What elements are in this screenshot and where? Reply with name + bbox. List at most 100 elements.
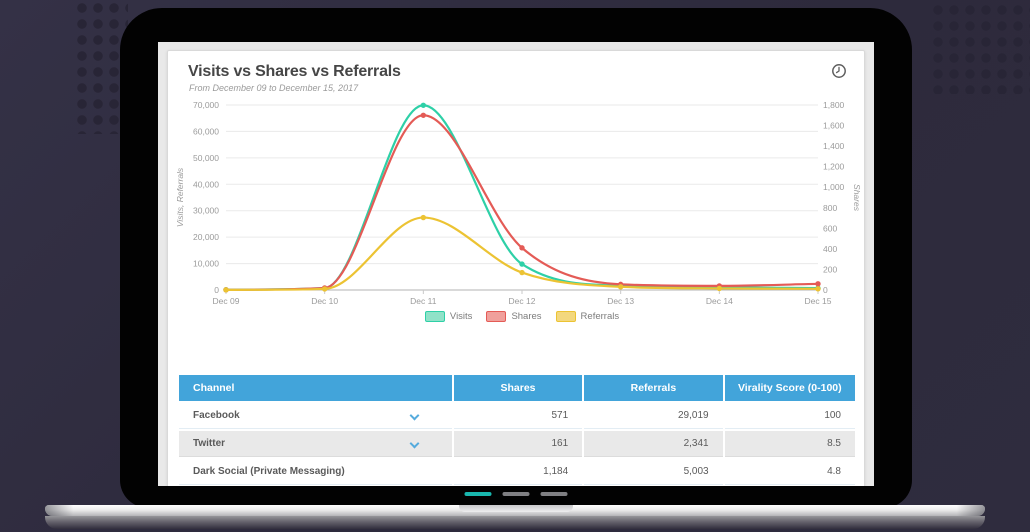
referrals-cell: 29,019	[584, 403, 723, 429]
legend-item-shares[interactable]: Shares	[486, 310, 542, 322]
data-point-referrals	[815, 286, 821, 292]
chart-title: Visits vs Shares vs Referrals	[188, 63, 401, 80]
dot-pattern-top-left	[74, 0, 128, 134]
left-axis-tick: 30,000	[193, 206, 219, 216]
data-point-shares	[321, 285, 328, 291]
right-axis-tick: 600	[823, 223, 837, 233]
data-point-referrals	[321, 286, 328, 292]
right-axis-tick: 800	[823, 203, 837, 213]
series-line-referrals	[224, 216, 820, 291]
chart-subtitle: From December 09 to December 15, 2017	[189, 83, 359, 93]
right-axis-tick: 200	[823, 264, 837, 274]
data-point-referrals	[420, 214, 427, 221]
channel-table: Channel Shares Referrals Virality Score …	[177, 373, 857, 486]
laptop-base-notch	[459, 505, 573, 512]
carousel-dash-3[interactable]	[540, 492, 568, 496]
left-axis-tick: 40,000	[193, 179, 219, 189]
left-axis-title: Visits, Referrals	[175, 167, 185, 227]
series-line-shares	[224, 114, 820, 291]
data-point-shares	[519, 245, 525, 251]
x-axis-label: Dec 13	[607, 296, 634, 306]
legend-swatch-icon	[555, 310, 576, 322]
channel-cell: Dark Social (Private Messaging)	[179, 459, 452, 485]
clock-history-icon[interactable]	[830, 63, 848, 81]
carousel-indicators	[464, 492, 568, 496]
data-point-visits	[815, 285, 821, 291]
data-point-shares	[716, 283, 723, 289]
chart-legend: Visits Shares Referrals	[226, 308, 818, 324]
data-point-visits	[617, 283, 624, 289]
table-row: Twitter 161 2,341 8.5	[179, 431, 855, 457]
left-axis-tick: 60,000	[193, 126, 219, 136]
right-axis-title: Shares	[852, 184, 862, 212]
dashboard-card: Visits vs Shares vs Referrals From Decem…	[167, 50, 865, 486]
shares-cell: 1,184	[453, 459, 583, 485]
virality-cell: 100	[724, 403, 855, 429]
data-point-shares	[815, 281, 821, 287]
right-axis-tick: 1,000	[823, 182, 845, 192]
legend-label: Visits	[449, 310, 473, 322]
table-row: Facebook 571 29,019 100	[179, 403, 855, 429]
data-point-visits	[716, 284, 723, 291]
x-axis-label: Dec 14	[706, 296, 733, 306]
table-row: Dark Social (Private Messaging) 1,184 5,00…	[179, 459, 855, 485]
channel-cell: Facebook	[179, 403, 452, 429]
shares-cell: 161	[453, 431, 583, 457]
data-point-referrals	[617, 284, 624, 290]
right-axis-tick: 1,200	[823, 162, 845, 172]
legend-swatch-icon	[486, 310, 507, 322]
x-axis-label: Dec 10	[311, 296, 338, 306]
right-axis-tick: 1,800	[823, 100, 845, 110]
x-axis-label: Dec 15	[805, 296, 832, 306]
legend-label: Referrals	[580, 310, 620, 322]
data-point-referrals	[519, 269, 525, 276]
carousel-dash-1[interactable]	[464, 492, 492, 496]
left-axis-tick: 10,000	[193, 259, 219, 269]
shares-cell: 571	[453, 403, 583, 429]
right-axis-tick: 1,600	[823, 121, 845, 131]
data-point-visits	[321, 285, 328, 291]
left-axis-tick: 70,000	[193, 100, 219, 110]
laptop-screen-bezel: Visits vs Shares vs Referrals From Decem…	[120, 8, 912, 508]
legend-item-referrals[interactable]: Referrals	[555, 310, 620, 322]
virality-cell: 8.5	[724, 431, 855, 457]
carousel-dash-2[interactable]	[502, 492, 530, 496]
referrals-cell: 5,003	[584, 459, 723, 485]
column-header-channel: Channel	[179, 375, 452, 401]
data-point-referrals	[716, 285, 723, 292]
dot-pattern-top-right	[930, 2, 1030, 94]
x-axis-label: Dec 11	[410, 296, 437, 306]
virality-cell: 4.8	[724, 459, 855, 485]
line-chart: 0 10,000 20,000 30,000 40,000 50,000 60,000 70,…	[175, 100, 862, 306]
right-axis-tick: 1,400	[823, 141, 845, 151]
column-header-referrals: Referrals	[584, 375, 723, 401]
series-line-visits	[224, 104, 820, 291]
data-point-visits	[519, 261, 525, 267]
referrals-cell: 2,341	[584, 431, 723, 457]
data-point-shares	[617, 281, 624, 288]
table-header-row: Channel Shares Referrals Virality Score …	[179, 375, 855, 401]
left-axis-tick: 20,000	[193, 232, 219, 242]
right-axis-tick: 400	[823, 244, 837, 254]
right-axis-tick: 0	[823, 285, 828, 295]
left-axis-tick: 0	[214, 285, 219, 295]
left-axis-tick: 50,000	[193, 153, 219, 163]
data-point-visits	[420, 102, 427, 108]
data-point-referrals	[223, 287, 229, 293]
legend-label: Shares	[511, 310, 542, 322]
chevron-down-icon[interactable]	[409, 410, 420, 421]
legend-item-visits[interactable]: Visits	[424, 310, 473, 322]
data-point-shares	[420, 112, 427, 118]
data-point-shares	[223, 287, 229, 293]
laptop-display: Visits vs Shares vs Referrals From Decem…	[158, 42, 874, 486]
laptop-base-underside	[45, 516, 985, 529]
legend-swatch-icon	[424, 310, 445, 322]
chevron-down-icon[interactable]	[409, 438, 420, 449]
column-header-virality: Virality Score (0-100)	[724, 375, 855, 401]
data-point-visits	[223, 287, 229, 293]
x-axis-label: Dec 09	[213, 296, 240, 306]
column-header-shares: Shares	[453, 375, 583, 401]
channel-cell: Twitter	[179, 431, 452, 457]
x-axis-label: Dec 12	[509, 296, 536, 306]
